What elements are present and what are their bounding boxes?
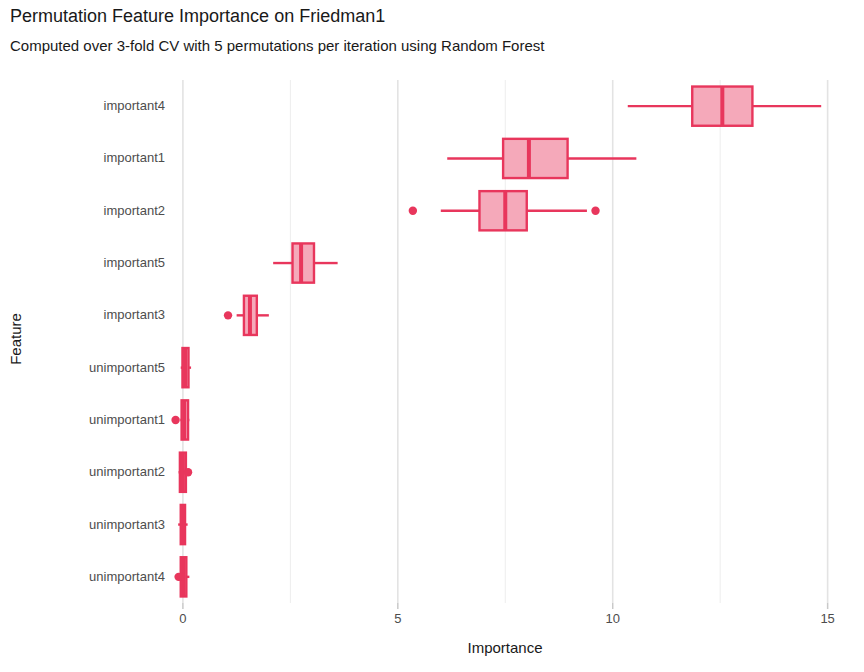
- xtick-label-10: 10: [591, 611, 635, 627]
- ytick-label-unimportant3: unimportant3: [0, 516, 165, 534]
- x-axis-tick-marks: [183, 603, 828, 609]
- boxplot-important3: [224, 296, 269, 335]
- xtick-label-5: 5: [376, 611, 420, 627]
- ytick-label-important5: important5: [0, 254, 165, 272]
- boxplot-important1: [447, 139, 636, 178]
- xtick-label-15: 15: [806, 611, 850, 627]
- outlier-point: [591, 207, 599, 215]
- iqr-box: [503, 139, 567, 178]
- outlier-point: [409, 207, 417, 215]
- ytick-label-unimportant2: unimportant2: [0, 463, 165, 481]
- ytick-label-unimportant4: unimportant4: [0, 568, 165, 586]
- boxplot-important2: [409, 191, 600, 230]
- boxplot-unimportant3: [178, 505, 187, 544]
- boxplot-important5: [273, 243, 337, 282]
- boxplot-unimportant4: [174, 557, 189, 596]
- outlier-point: [224, 311, 232, 319]
- iqr-box: [479, 191, 526, 230]
- chart-figure: Permutation Feature Importance on Friedm…: [0, 0, 864, 672]
- xtick-label-0: 0: [161, 611, 205, 627]
- ytick-label-unimportant1: unimportant1: [0, 411, 165, 429]
- ytick-label-important2: important2: [0, 202, 165, 220]
- ytick-label-important4: important4: [0, 97, 165, 115]
- boxplot-important4: [628, 87, 821, 126]
- ytick-label-important1: important1: [0, 149, 165, 167]
- x-axis-title: Importance: [445, 639, 565, 656]
- y-axis-title: Feature: [7, 279, 25, 399]
- boxplot-unimportant5: [181, 348, 191, 387]
- outlier-point: [177, 573, 185, 581]
- outlier-point: [171, 416, 179, 424]
- iqr-box: [293, 243, 314, 282]
- boxplot-unimportant1: [171, 400, 189, 439]
- outlier-point: [184, 468, 192, 476]
- boxplot-unimportant2: [179, 453, 193, 492]
